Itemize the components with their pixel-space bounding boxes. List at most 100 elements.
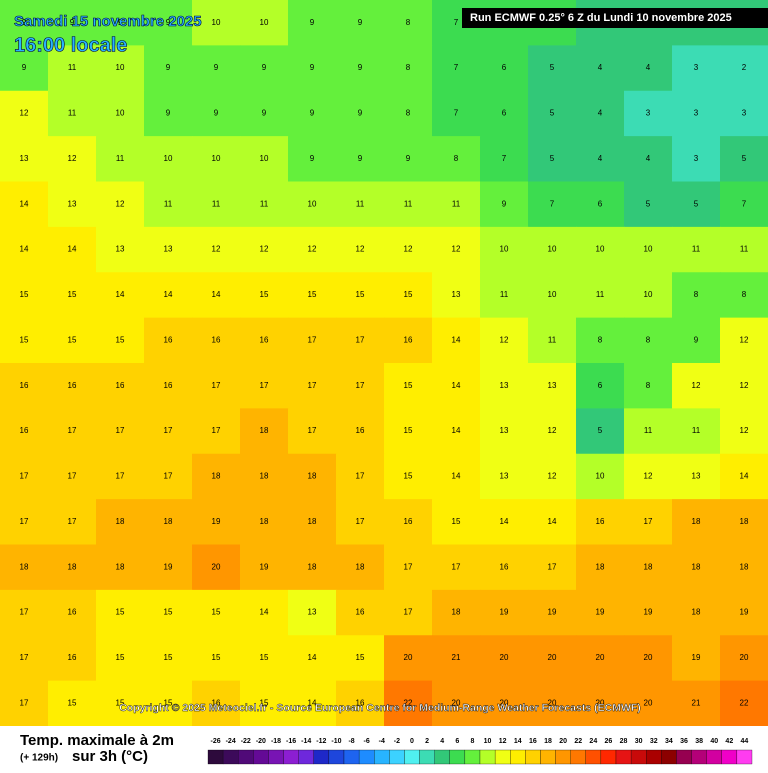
cell-value: 3 <box>694 63 699 72</box>
cell-value: 20 <box>644 698 653 707</box>
cell <box>144 45 193 92</box>
cell-value: 14 <box>452 381 461 390</box>
cell-value: 12 <box>404 245 413 254</box>
cell-value: 13 <box>692 472 701 481</box>
legend-swatch <box>222 749 239 765</box>
run-box <box>462 8 768 28</box>
cell <box>144 499 193 545</box>
cell-value: 12 <box>308 245 317 254</box>
cell <box>48 90 97 137</box>
legend-tick-label: -4 <box>379 738 385 745</box>
cell-value: 9 <box>694 335 699 344</box>
cell <box>336 136 385 182</box>
cell-value: 12 <box>20 109 29 118</box>
cell <box>384 544 433 591</box>
cell <box>192 272 241 319</box>
cell-value: 6 <box>502 63 507 72</box>
legend-swatch <box>706 749 722 765</box>
legend-swatch <box>313 749 330 765</box>
cell <box>144 453 193 500</box>
cell-value: 15 <box>404 472 413 481</box>
cell-value: 16 <box>356 608 365 617</box>
cell <box>96 499 145 545</box>
cell <box>528 499 577 545</box>
footer-title: Temp. maximale à 2m <box>20 732 174 749</box>
cell <box>480 90 529 137</box>
legend-tick-label: -10 <box>331 738 341 745</box>
cell <box>192 453 241 500</box>
cell <box>0 499 49 545</box>
cell <box>288 181 337 228</box>
cell <box>576 226 625 273</box>
cell-value: 19 <box>692 653 701 662</box>
cell <box>144 363 193 409</box>
cell <box>480 181 529 228</box>
cell-value: 18 <box>740 517 749 526</box>
cell-value: 15 <box>164 653 173 662</box>
cell <box>624 544 673 591</box>
cell <box>192 499 241 545</box>
legend-tick-label: -14 <box>301 738 311 745</box>
cell <box>96 272 145 319</box>
cell-value: 15 <box>20 335 29 344</box>
cell-value: 9 <box>358 63 363 72</box>
cell-value: 17 <box>308 381 317 390</box>
cell <box>48 544 97 591</box>
legend-tick-label: 36 <box>680 738 688 745</box>
cell-value: 9 <box>70 18 75 27</box>
cell <box>672 363 721 409</box>
cell <box>48 363 97 409</box>
cell <box>576 90 625 137</box>
cell <box>528 635 577 682</box>
cell-value: 15 <box>356 653 365 662</box>
legend-swatch <box>404 749 420 765</box>
cell-value: 14 <box>20 245 29 254</box>
cell <box>48 453 97 500</box>
legend-tick-label: 14 <box>514 738 522 745</box>
cell <box>0 635 49 682</box>
cell <box>528 544 577 591</box>
cell <box>624 181 673 228</box>
cell <box>336 635 385 682</box>
cell-value: 18 <box>116 562 125 571</box>
cell-value: 14 <box>548 517 557 526</box>
cell <box>192 0 241 46</box>
cell <box>240 635 289 682</box>
cell-value: 6 <box>502 109 507 118</box>
cell <box>672 499 721 545</box>
legend-tick-label: 6 <box>455 738 459 745</box>
cell-value: 19 <box>596 608 605 617</box>
cell-value: 11 <box>548 335 557 344</box>
cell-value: 8 <box>406 18 411 27</box>
cell <box>624 226 673 273</box>
cell <box>336 453 385 500</box>
cell-value: 20 <box>548 653 557 662</box>
cell-value: 12 <box>500 335 509 344</box>
cell <box>624 90 673 137</box>
cell-value: 17 <box>212 426 221 435</box>
cell <box>48 589 97 636</box>
cell <box>144 136 193 182</box>
cell <box>48 136 97 182</box>
cell <box>624 272 673 319</box>
cell-value: 14 <box>740 472 749 481</box>
cell-value: 18 <box>68 562 77 571</box>
legend-tick-label: 10 <box>484 738 492 745</box>
cell-value: 13 <box>452 290 461 299</box>
cell-value: 15 <box>116 653 125 662</box>
cell-value: 13 <box>308 608 317 617</box>
legend-tick-label: 40 <box>710 738 718 745</box>
cell <box>48 181 97 228</box>
legend-swatch <box>510 749 526 765</box>
cell <box>240 544 289 591</box>
cell <box>384 363 433 409</box>
cell <box>192 136 241 182</box>
cell <box>384 589 433 636</box>
cell-value: 18 <box>308 562 317 571</box>
cell <box>480 680 529 727</box>
cell <box>336 363 385 409</box>
cell-value: 11 <box>212 199 221 208</box>
cell <box>432 589 481 636</box>
cell <box>192 635 241 682</box>
cell-value: 20 <box>596 698 605 707</box>
